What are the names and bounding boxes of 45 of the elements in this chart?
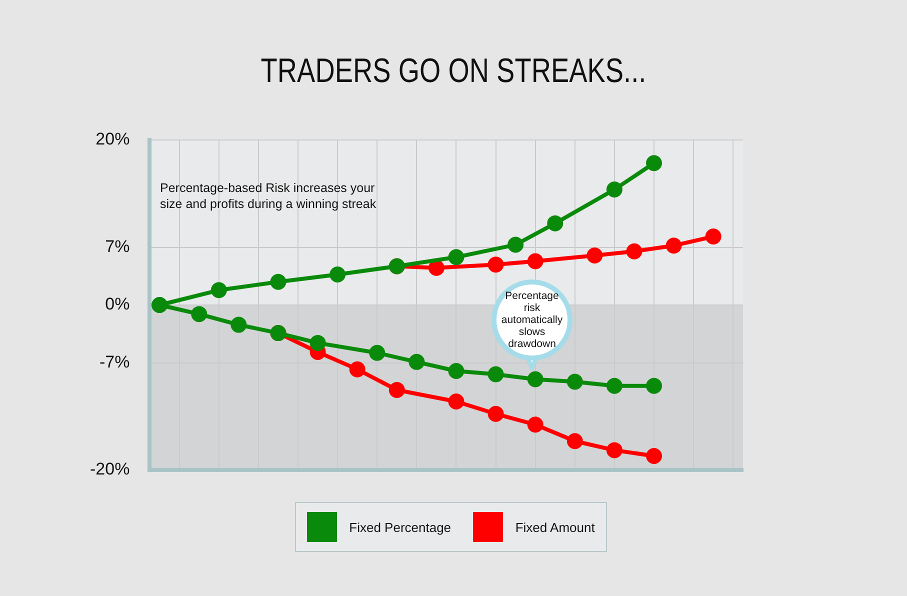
legend-label: Fixed Percentage xyxy=(349,520,452,534)
point xyxy=(586,248,603,264)
point xyxy=(705,228,722,245)
point xyxy=(527,371,544,388)
point xyxy=(270,274,286,290)
y-tick-label: 0% xyxy=(105,294,130,314)
point xyxy=(626,243,642,260)
point xyxy=(369,344,386,361)
point xyxy=(488,406,504,422)
y-tick-label: -7% xyxy=(99,352,130,372)
point xyxy=(646,378,662,394)
y-tick-label: 20% xyxy=(96,130,130,149)
point xyxy=(152,297,168,313)
point xyxy=(349,361,366,378)
point xyxy=(230,316,247,333)
point xyxy=(191,306,208,322)
point xyxy=(646,448,662,464)
point xyxy=(448,394,464,410)
point xyxy=(408,354,425,370)
point xyxy=(527,253,544,270)
point xyxy=(527,416,544,433)
point xyxy=(388,382,405,398)
point xyxy=(547,215,564,232)
point xyxy=(606,182,622,198)
point xyxy=(488,366,504,382)
point xyxy=(606,442,622,458)
point xyxy=(330,266,346,282)
point xyxy=(448,363,464,379)
point xyxy=(666,238,682,254)
legend-label: Fixed Amount xyxy=(515,520,595,534)
y-tick-label: 7% xyxy=(105,236,130,256)
point xyxy=(428,260,444,276)
point xyxy=(606,378,622,394)
point xyxy=(566,374,583,390)
point xyxy=(508,236,524,253)
point xyxy=(310,334,326,351)
point xyxy=(488,256,504,273)
annotation: Percentage risk automatically slows drawdown xyxy=(500,290,564,350)
annotation: Percentage-based Risk increases your size and profits during a winning streak xyxy=(160,180,378,212)
y-tick-label: -20% xyxy=(90,460,130,479)
point xyxy=(646,155,662,172)
chart-title: TRADERS GO ON STREAKS... xyxy=(260,52,648,91)
point xyxy=(448,249,464,266)
point xyxy=(210,282,227,298)
point xyxy=(566,433,583,450)
